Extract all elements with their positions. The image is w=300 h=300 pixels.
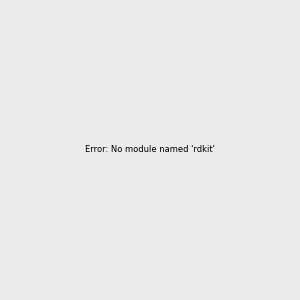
Text: Error: No module named 'rdkit': Error: No module named 'rdkit' [85, 146, 215, 154]
